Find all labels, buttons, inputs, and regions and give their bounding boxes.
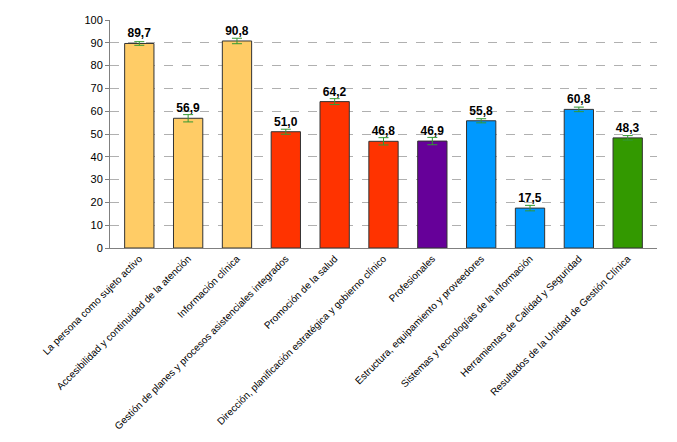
svg-text:100: 100 [84, 14, 102, 26]
svg-text:Estructura, equipamiento y pro: Estructura, equipamiento y proveedores [353, 253, 486, 386]
svg-text:La persona como sujeto activo: La persona como sujeto activo [41, 253, 145, 357]
svg-text:89,7: 89,7 [127, 26, 151, 40]
svg-text:90,8: 90,8 [225, 24, 249, 38]
svg-text:80: 80 [91, 59, 103, 71]
svg-text:55,8: 55,8 [469, 104, 493, 118]
svg-text:Resultados de la Unidad de Ges: Resultados de la Unidad de Gestión Clíni… [488, 253, 633, 398]
svg-text:50: 50 [91, 128, 103, 140]
svg-text:Gestión de planes y procesos a: Gestión de planes y procesos asistencial… [112, 253, 290, 431]
svg-text:60,8: 60,8 [567, 92, 591, 106]
svg-text:10: 10 [91, 219, 103, 231]
svg-text:51,0: 51,0 [274, 115, 298, 129]
svg-text:Información clínica: Información clínica [175, 253, 242, 320]
svg-text:64,2: 64,2 [323, 85, 347, 99]
svg-text:Accesibilidad y continuidad de: Accesibilidad y continuidad de la atenci… [54, 253, 193, 392]
svg-text:30: 30 [91, 173, 103, 185]
svg-text:48,3: 48,3 [616, 121, 640, 135]
svg-text:0: 0 [97, 242, 103, 254]
svg-text:Dirección, planificación estra: Dirección, planificación estratégica y g… [215, 253, 389, 427]
svg-text:Promoción de la salud: Promoción de la salud [262, 253, 340, 331]
svg-text:40: 40 [91, 151, 103, 163]
svg-text:46,9: 46,9 [420, 124, 444, 138]
svg-text:17,5: 17,5 [518, 191, 542, 205]
svg-text:56,9: 56,9 [176, 101, 200, 115]
svg-text:70: 70 [91, 82, 103, 94]
svg-text:90: 90 [91, 37, 103, 49]
svg-text:Herramientas de Calidad y Segu: Herramientas de Calidad y Seguridad [458, 253, 584, 379]
svg-text:20: 20 [91, 196, 103, 208]
svg-text:46,8: 46,8 [372, 124, 396, 138]
svg-text:60: 60 [91, 105, 103, 117]
svg-text:Sistemas y tecnologías de la i: Sistemas y tecnologías de la información [399, 253, 535, 389]
svg-text:Profesionales: Profesionales [387, 253, 438, 304]
